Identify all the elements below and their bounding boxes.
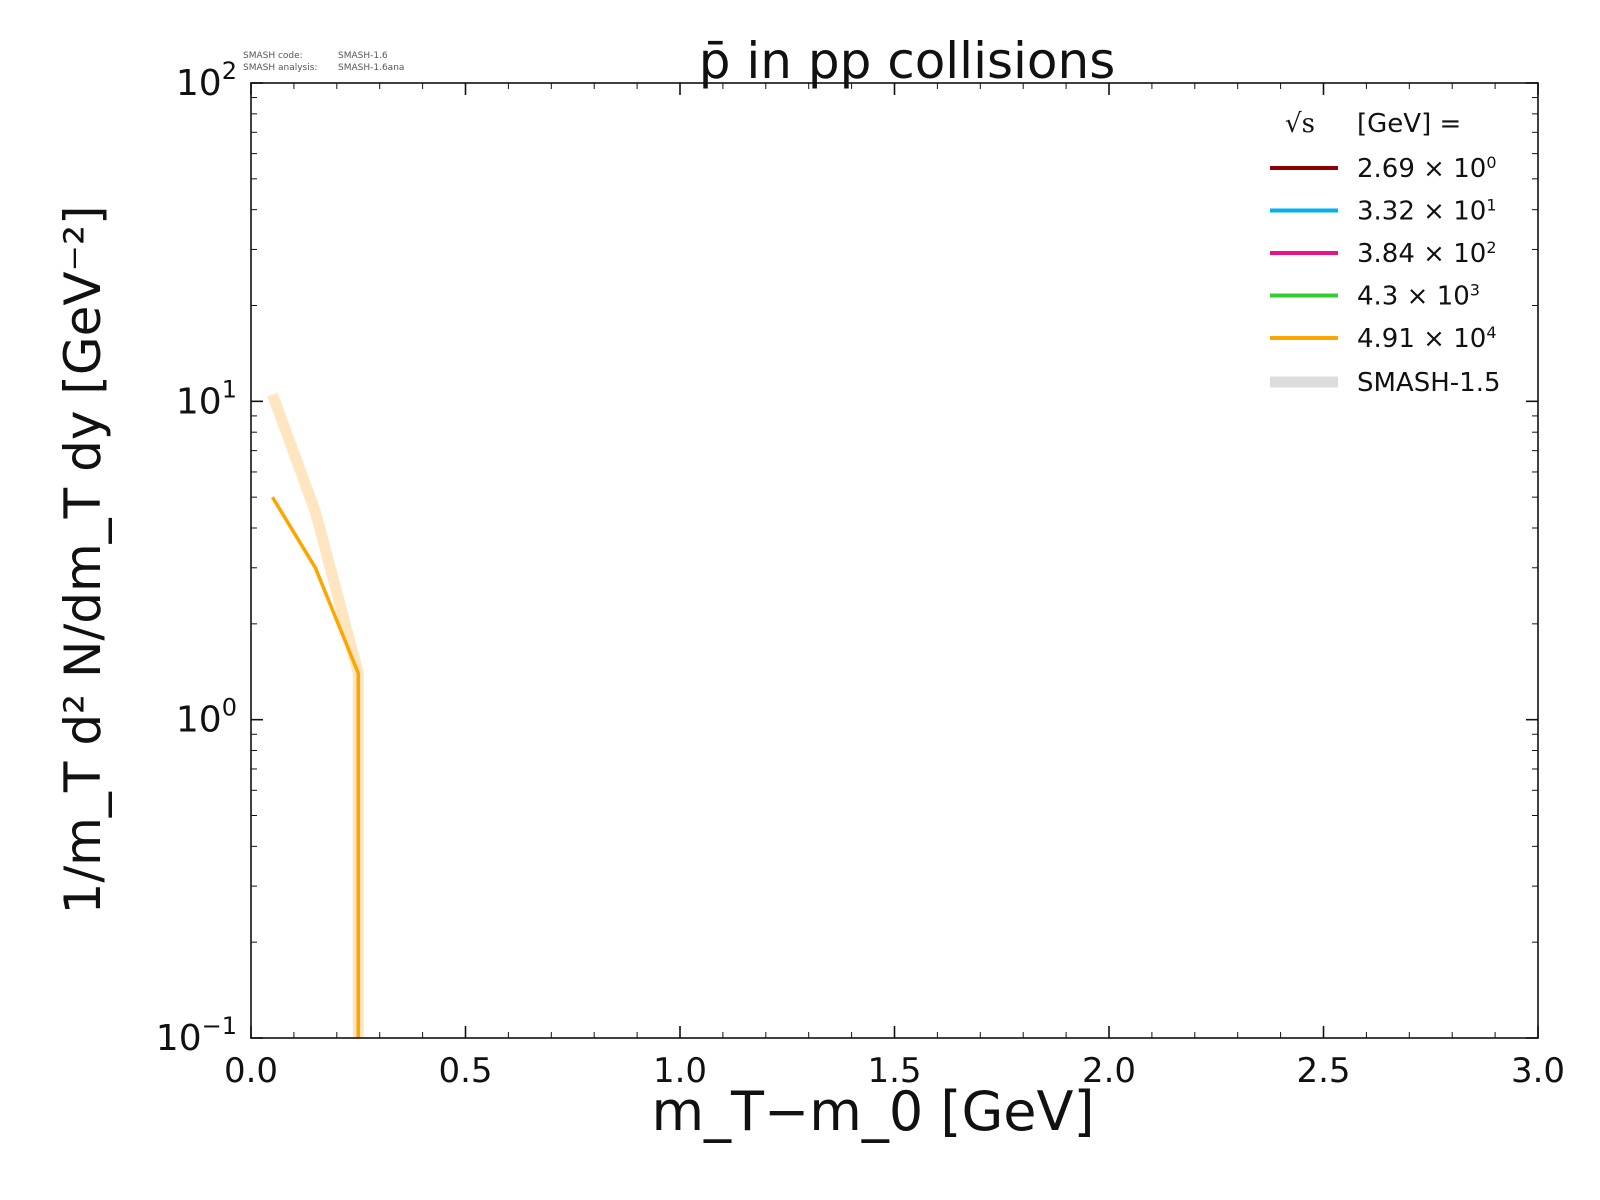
series-line-4-91e4	[270, 496, 360, 1038]
legend-label: 4.91 × 104	[1357, 323, 1497, 354]
smash-code-label: SMASH code:	[243, 51, 303, 61]
legend-label: 4.3 × 103	[1357, 281, 1480, 312]
x-tick-label: 0.5	[438, 1051, 492, 1091]
y-tick-label: 10−1	[156, 1012, 237, 1059]
x-tick-label: 2.5	[1296, 1051, 1350, 1091]
smash-code-version: SMASH-1.6	[338, 51, 388, 61]
chart-title: p̄ in pp collisions	[699, 32, 1116, 90]
series-layer	[267, 392, 364, 1038]
y-tick-label: 102	[176, 57, 237, 104]
x-tick-label: 2.0	[1082, 1051, 1136, 1091]
legend-label: 2.69 × 100	[1357, 153, 1497, 184]
legend-label-reference: SMASH-1.5	[1357, 368, 1501, 398]
x-tick-label: 3.0	[1511, 1051, 1565, 1091]
y-tick-label: 101	[176, 375, 237, 422]
plot-frame	[250, 82, 1539, 1039]
legend-label: 3.32 × 101	[1357, 196, 1497, 227]
axis-ticks	[250, 82, 1539, 1039]
y-tick-label: 100	[176, 694, 237, 741]
series-line-smash-1-5	[267, 392, 364, 1038]
legend-label: 3.84 × 102	[1357, 238, 1497, 269]
x-tick-label: 1.0	[653, 1051, 707, 1091]
legend-title: [GeV] =	[1357, 109, 1461, 139]
y-axis-label: 1/m_T d² N/dm_T dy [GeV⁻²]	[54, 206, 112, 915]
tick-labels: 0.0 0.5 1.0 1.5 2.0 2.5 3.0 10−1 100 101 102	[156, 57, 1565, 1091]
legend: √s [GeV] = 2.69 × 100 3.32 × 101 3.84 × 10…	[1270, 109, 1501, 398]
x-tick-label: 0.0	[224, 1051, 278, 1091]
smash-analysis-label: SMASH analysis:	[243, 63, 317, 73]
smash-analysis-version: SMASH-1.6ana	[338, 63, 404, 73]
version-annotation: SMASH code: SMASH-1.6 SMASH analysis: SM…	[243, 51, 404, 73]
legend-entries: 2.69 × 100 3.32 × 101 3.84 × 102 4.3 × 103 4…	[1270, 153, 1497, 354]
x-tick-label: 1.5	[867, 1051, 921, 1091]
x-axis-label: m_T−m_0 [GeV]	[651, 1080, 1094, 1143]
legend-title-sqrt-s: √s	[1285, 109, 1315, 139]
